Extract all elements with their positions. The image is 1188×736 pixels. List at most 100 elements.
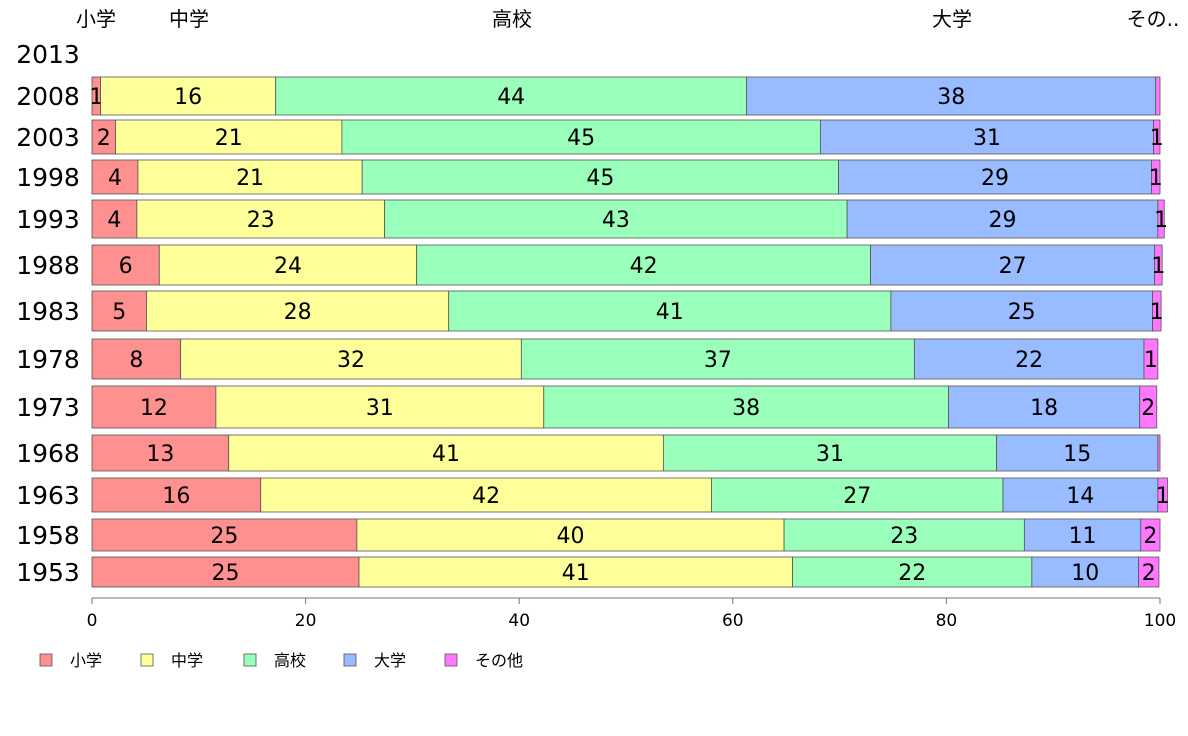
data-label-1983-0: 5 (112, 300, 126, 325)
data-label-1958-2: 23 (890, 524, 918, 549)
data-label-1968-1: 41 (432, 442, 460, 467)
data-label-1993-3: 29 (988, 208, 1016, 233)
year-label-1958: 1958 (16, 521, 80, 550)
data-label-1958-1: 40 (556, 524, 584, 549)
bar-1993-3 (846, 199, 1159, 239)
data-label-2003-3: 31 (973, 126, 1001, 151)
year-label-1993: 1993 (16, 205, 80, 234)
data-label-1993-2: 43 (602, 208, 630, 233)
x-tick-label-40: 40 (508, 611, 530, 631)
x-axis: 0 20 40 60 80 100 (87, 597, 1176, 631)
bar-1953-2 (792, 556, 1033, 588)
data-label-1988-4: 1 (1151, 254, 1165, 279)
data-label-1983-3: 25 (1008, 300, 1036, 325)
bar-1998-4 (1151, 159, 1161, 195)
bar-1958-2 (783, 518, 1025, 552)
bars: 1 16 44 382 21 45 31 14 21 45 29 14 23 43 29 16 24 42 27 15… (89, 76, 1170, 588)
data-label-1963-2: 27 (843, 484, 871, 509)
data-label-1973-4: 2 (1141, 396, 1155, 421)
year-label-1953: 1953 (16, 558, 80, 587)
year-label-1963: 1963 (16, 481, 80, 510)
bar-1968-4 (1157, 434, 1161, 472)
bar-1963-4 (1157, 477, 1168, 513)
legend-swatch-0 (39, 653, 53, 667)
bar-2003-4 (1153, 119, 1161, 155)
data-label-1953-1: 41 (562, 561, 590, 586)
legend-label-4: その他 (475, 651, 523, 670)
data-label-1978-0: 8 (129, 348, 143, 373)
year-label-2013: 2013 (16, 40, 80, 69)
bar-1953-1 (358, 556, 794, 588)
bar-1983-0 (91, 290, 147, 332)
data-label-1973-3: 18 (1030, 396, 1058, 421)
data-label-1993-1: 23 (247, 208, 275, 233)
bar-1998-1 (137, 159, 363, 195)
data-label-1968-0: 13 (146, 442, 174, 467)
bar-2003-2 (341, 119, 821, 155)
data-label-1973-1: 31 (366, 396, 394, 421)
data-label-1953-2: 22 (898, 561, 926, 586)
year-labels: 2013 2008 2003 1998 1993 1988 1983 1978 1973 1968… (16, 40, 80, 587)
data-label-1958-3: 11 (1069, 524, 1097, 549)
bar-1978-1 (180, 338, 522, 380)
bar-1958-0 (91, 518, 358, 552)
legend-label-2: 高校 (274, 651, 306, 670)
top-category-labels: 小学 中学 高校 大学 その.. (76, 7, 1179, 31)
bar-1968-2 (662, 434, 997, 472)
data-label-2008-0: 1 (89, 85, 103, 110)
data-label-1998-0: 4 (108, 166, 122, 191)
data-label-1998-3: 29 (981, 166, 1009, 191)
bar-1993-1 (136, 199, 386, 239)
bar-1953-3 (1031, 556, 1140, 588)
top-label-1: 中学 (169, 7, 209, 31)
data-label-1988-2: 42 (630, 254, 658, 279)
data-label-1983-4: 1 (1150, 300, 1164, 325)
year-label-1978: 1978 (16, 345, 80, 374)
legend-swatch-3 (343, 653, 357, 667)
bar-1968-3 (996, 434, 1159, 472)
bar-1953-4 (1138, 556, 1160, 588)
data-label-1983-2: 41 (656, 300, 684, 325)
legend-label-3: 大学 (374, 651, 406, 670)
data-label-1968-3: 15 (1063, 442, 1091, 467)
bar-1983-3 (890, 290, 1153, 332)
data-label-1968-2: 31 (816, 442, 844, 467)
bar-1988-3 (870, 244, 1156, 286)
data-label-1953-3: 10 (1071, 561, 1099, 586)
x-tick-label-60: 60 (722, 611, 744, 631)
top-label-4: その.. (1127, 7, 1180, 31)
data-label-1988-0: 6 (119, 254, 133, 279)
legend-label-1: 中学 (171, 651, 203, 670)
legend-swatch-4 (444, 653, 458, 667)
bar-1968-0 (91, 434, 230, 472)
bar-1973-2 (543, 385, 949, 429)
data-label-2003-2: 45 (567, 126, 595, 151)
data-label-1953-0: 25 (212, 561, 240, 586)
data-label-1963-0: 16 (162, 484, 190, 509)
bar-2003-3 (819, 119, 1154, 155)
data-label-1963-3: 14 (1066, 484, 1094, 509)
data-label-1978-4: 1 (1144, 348, 1158, 373)
data-label-2008-2: 44 (497, 85, 525, 110)
data-label-2003-1: 21 (215, 126, 243, 151)
bar-2008-1 (100, 76, 277, 116)
top-label-0: 小学 (76, 7, 116, 31)
year-label-2003: 2003 (16, 123, 80, 152)
year-label-2008: 2008 (16, 82, 80, 111)
year-label-1973: 1973 (16, 393, 80, 422)
bar-1993-0 (91, 199, 138, 239)
bar-1988-4 (1154, 244, 1163, 286)
data-label-1988-3: 27 (999, 254, 1027, 279)
bar-1998-2 (361, 159, 839, 195)
bar-1978-3 (913, 338, 1145, 380)
legend-swatch-1 (140, 653, 154, 667)
data-label-2008-1: 16 (174, 85, 202, 110)
x-tick-label-0: 0 (87, 611, 98, 631)
data-label-1978-2: 37 (704, 348, 732, 373)
bar-1958-1 (356, 518, 785, 552)
bar-1993-2 (384, 199, 848, 239)
data-label-1953-4: 2 (1142, 561, 1156, 586)
data-label-1978-1: 32 (337, 348, 365, 373)
bar-1973-1 (215, 385, 545, 429)
